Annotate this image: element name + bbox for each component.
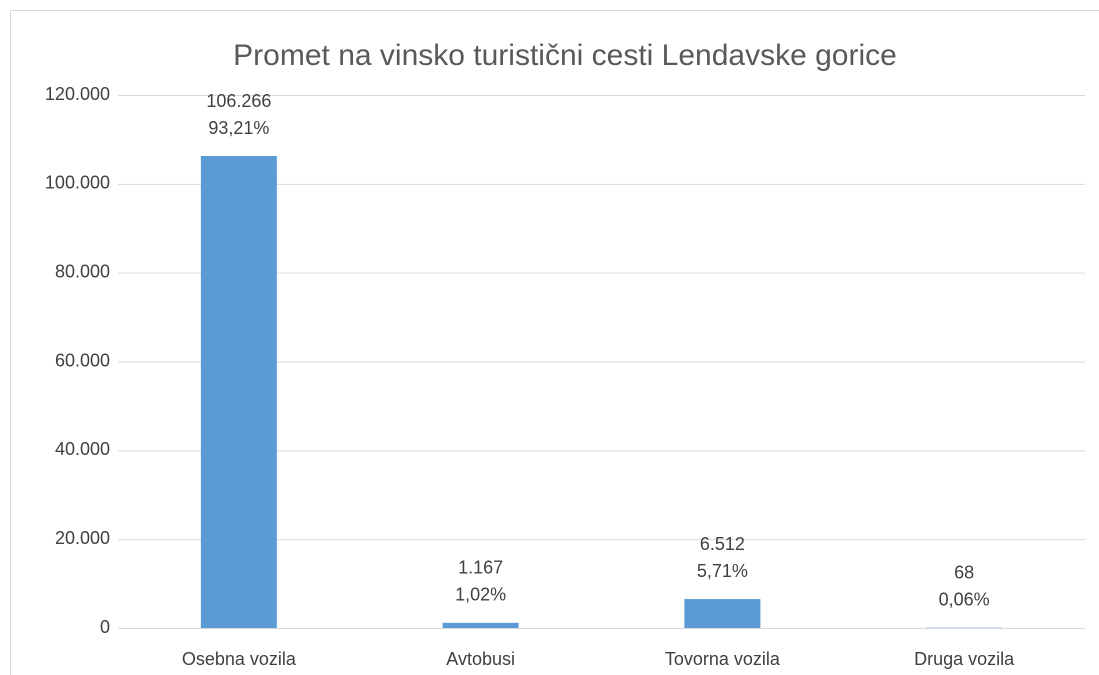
value-label: 68 xyxy=(954,562,974,582)
x-tick-label: Druga vozila xyxy=(914,649,1015,669)
y-tick-label: 40.000 xyxy=(55,439,110,459)
chart-border xyxy=(10,10,1099,675)
y-tick-label: 20.000 xyxy=(55,528,110,548)
y-tick-label: 80.000 xyxy=(55,261,110,281)
y-tick-label: 120.000 xyxy=(45,84,110,104)
chart-title: Promet na vinsko turistični cesti Lendav… xyxy=(233,39,897,72)
y-tick-label: 0 xyxy=(100,617,110,637)
value-label: 1.167 xyxy=(458,558,503,578)
value-label: 106.266 xyxy=(206,91,271,111)
share-label: 5,71% xyxy=(697,561,748,581)
share-label: 0,06% xyxy=(939,589,990,609)
y-tick-label: 60.000 xyxy=(55,350,110,370)
bar xyxy=(442,622,519,628)
share-label: 93,21% xyxy=(208,118,269,138)
y-tick-label: 100.000 xyxy=(45,173,110,193)
share-label: 1,02% xyxy=(455,585,506,605)
x-tick-label: Osebna vozila xyxy=(182,649,297,669)
x-tick-label: Avtobusi xyxy=(446,649,515,669)
bar xyxy=(684,599,761,628)
x-tick-label: Tovorna vozila xyxy=(665,649,781,669)
value-label: 6.512 xyxy=(700,534,745,554)
bar xyxy=(200,156,277,629)
